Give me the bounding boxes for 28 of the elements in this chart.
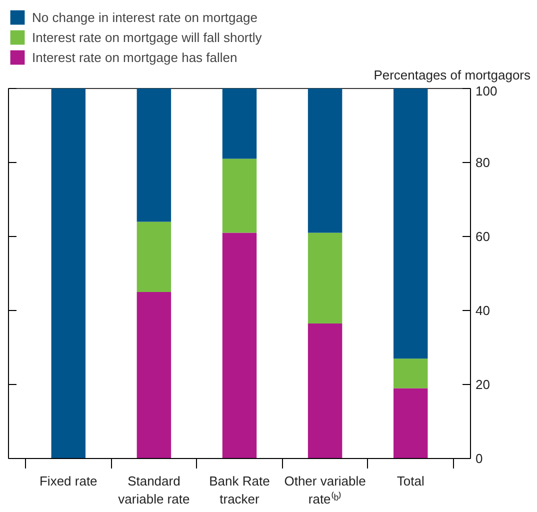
y-tick-label: 80 [476, 155, 490, 170]
y-tick-label: 40 [476, 303, 490, 318]
y-tick-label: 20 [476, 377, 490, 392]
legend-label: Interest rate on mortgage has fallen [32, 48, 238, 66]
bar [222, 158, 257, 233]
bar [394, 388, 428, 458]
y-tick-label: 100 [476, 84, 498, 98]
bar [308, 88, 342, 233]
legend-label: Interest rate on mortgage will fall shortly [32, 28, 262, 46]
y-tick-label: 0 [476, 451, 483, 466]
bar [51, 88, 86, 458]
bar [308, 323, 342, 458]
x-tick-label: Standard variable rate [118, 474, 190, 506]
x-tick-label: Total [396, 474, 424, 488]
bar [394, 88, 428, 359]
bar [136, 292, 172, 458]
legend-label: No change in interest rate on mortgage [32, 8, 258, 26]
y-tick-label: 60 [476, 229, 490, 244]
x-tick-label: Other variable rate⁽ᵇ⁾ [284, 474, 366, 506]
bar [136, 88, 172, 222]
bar [222, 232, 257, 458]
y-axis-title: Percentages of mortgagors [374, 68, 531, 82]
bar [394, 358, 428, 388]
bar [136, 222, 172, 292]
bar [222, 88, 257, 159]
x-tick-label: Fixed rate [39, 474, 98, 488]
x-tick-label: Bank Rate tracker [209, 474, 270, 506]
bar [308, 232, 342, 324]
